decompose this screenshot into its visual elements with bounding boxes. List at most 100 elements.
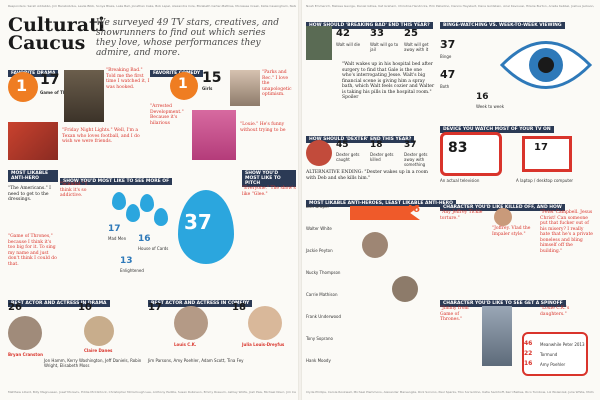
spinoff-pct: 46 [524,340,533,347]
section-header: Device You Watch Most of Your TV On [440,126,554,133]
comedy-actor-name: Louis C.K. [174,342,197,347]
tv-frame [522,332,588,376]
see-more-big-stat: 37 [184,210,212,234]
intro-text: We surveyed 49 TV stars, creatives, and … [96,18,279,58]
row-label: Don Draper [306,204,330,209]
bb-label-1: Walt will die [336,42,361,47]
laptop-label: A laptop / desktop computer [516,178,574,183]
row-label: Nucky Thompson [306,270,341,275]
spinoff-quote-1: "Jiminy from Game of Thrones." [440,306,469,322]
girls-photo [192,110,236,160]
dexter-label-3: Dexter gets away with something [404,152,428,167]
bb-quote: "Walt wakes up in his hospital bed after… [342,62,435,100]
rank-number: 1 [16,76,28,95]
see-more-label-1: Mad Men [108,236,127,241]
footer-right: Clyde Phillips, Carole Rookwell, Michael… [306,390,594,394]
breaking-bad-section: How Should 'Breaking Bad' End This Year?… [306,14,436,124]
device-section: Device You Watch Most of Your TV On 83 A… [440,118,594,190]
section-header: Binge-Watching vs. Week-to-Week Viewing [440,22,565,29]
comedy-quote-2: "Parks and Rec." I love the unapologetic… [262,70,292,97]
spinoff-pct: 16 [524,360,533,367]
likable-rows: Don Draper Walter White Jackie Peyton Nu… [306,202,436,382]
best-drama-section: Best Actor and Actress in Drama 26 Bryan… [8,292,144,384]
comedy-actor-pct: 17 [148,302,162,313]
drop-mark [140,194,154,212]
drama-runners-up: Jon Hamm, Kerry Washington, Jeff Daniels… [44,358,142,368]
comedy-actress-name: Julia Louis-Dreyfus [242,342,285,347]
anti-hero-section: Most Likable Anti-Hero "The Americans." … [8,170,58,288]
joffrey-portrait [494,208,512,226]
rank-number: 1 [178,76,188,92]
section-header: Best Actor and Actress in Comedy [148,300,253,307]
louie-photo [230,70,260,106]
kill-quote-2: "Joffrey. Vlad the Impaler style." [492,226,531,237]
pitch-quote-1: "Everyone." The show's like "Glee." [242,186,296,197]
favorite-drama-section: Favorite Drama 1 17 Game of Thrones "Bre… [8,62,149,162]
row-label: Carrie Mathison [306,292,338,297]
laptop-icon [522,136,572,172]
row-label: Jackie Peyton [306,248,333,253]
drop-mark [154,208,168,226]
drop-mark [126,204,140,222]
both-label: Both [440,84,450,89]
section-header: How Should 'Breaking Bad' End This Year? [306,22,433,29]
actor-portrait [8,316,42,350]
big-drop [178,190,234,264]
bb-label-2: Walt will go to jail [370,42,399,52]
section-header: Most Likable Anti-Hero [8,170,58,182]
dexter-stat-3: 37 [404,140,417,150]
drama-actor-pct: 26 [8,302,22,313]
drama-actor-name: Bryan Cranston [8,352,43,357]
best-comedy-section: Best Actor and Actress in Comedy 17 Loui… [148,292,296,384]
tv-label: An actual television [440,178,480,183]
spinoff-section: Character You'd Like to See Get a Spinof… [440,292,594,388]
spinoff-label: Tormund [540,352,558,357]
see-more-quote: "Scandal." I think it's so addictive. [60,182,87,198]
dexter-section: How Should 'Dexter' End This Year? 45 De… [306,128,436,188]
both-pct: 47 [440,68,456,81]
week-pct: 16 [476,92,489,102]
responders-bar-left: Responders: Sarah Addabbo, Jim Barabobdu… [8,4,296,8]
page-fold [298,0,302,400]
section-header: Show You'd Most Like to Pitch [242,170,296,187]
drop-mark [112,192,126,210]
section-header: Character You'd Like to See Get a Spinof… [440,300,566,307]
bb-stat-2: 33 [370,28,384,39]
binge-label: Binge [440,54,452,59]
rank-badge [170,72,198,100]
pitch-section: Show You'd Most Like to Pitch "Everyone.… [242,170,296,288]
row-label: Hank Moody [306,358,331,363]
footer-left: Matthew Lillard, Billy Magnussen, Josef … [8,390,296,394]
spinoff-label: Amy Poehler [540,362,566,367]
drama-actress-pct: 10 [78,302,92,313]
dexter-stat-2: 18 [370,140,383,150]
actress-portrait [248,306,282,340]
see-more-stat-1: 17 [108,224,121,234]
bb-stat-3: 25 [404,28,418,39]
spinoff-quote-2: "Louie C.K.'s daughters." [540,306,570,317]
likable-top-pct: 46 [406,204,420,215]
tv-pct: 83 [448,140,468,156]
kill-quote-3: "Peter Campbell. Jesus Christ! Can someo… [540,210,593,254]
row-label: Frank Underwood [306,314,342,319]
walter-portrait [392,276,418,302]
kill-section: Character You'd Like Killed Off, and How… [440,196,594,288]
dexter-badge [306,140,332,166]
section-header: How Should 'Dexter' End This Year? [306,136,415,143]
actor-portrait [174,306,208,340]
bb-stat-1: 42 [336,28,350,39]
spinoff-label: Meanwhile Peter 2013 [540,342,585,347]
section-header: Best Actor and Actress in Drama [8,300,110,307]
row-label: Tony Soprano [306,336,333,341]
see-more-section: Show You'd Most Like to See More Of "Sca… [60,170,240,288]
comedy-runners-up: Jim Parsons, Amy Poehler, Adam Scott, Ti… [148,358,244,363]
drama-actress-name: Claire Danes [84,348,113,353]
section-header: Character You'd Like Killed Off, and How [440,204,565,211]
actress-portrait [84,316,114,346]
dexter-stat-1: 45 [336,140,349,150]
comedy-pct: 15 [202,70,222,86]
comedy-quote-3: "Louie." He's funny without trying to be [240,122,286,133]
comedy-show: Girls [202,86,213,91]
binge-section: Binge-Watching vs. Week-to-Week Viewing … [440,14,594,114]
